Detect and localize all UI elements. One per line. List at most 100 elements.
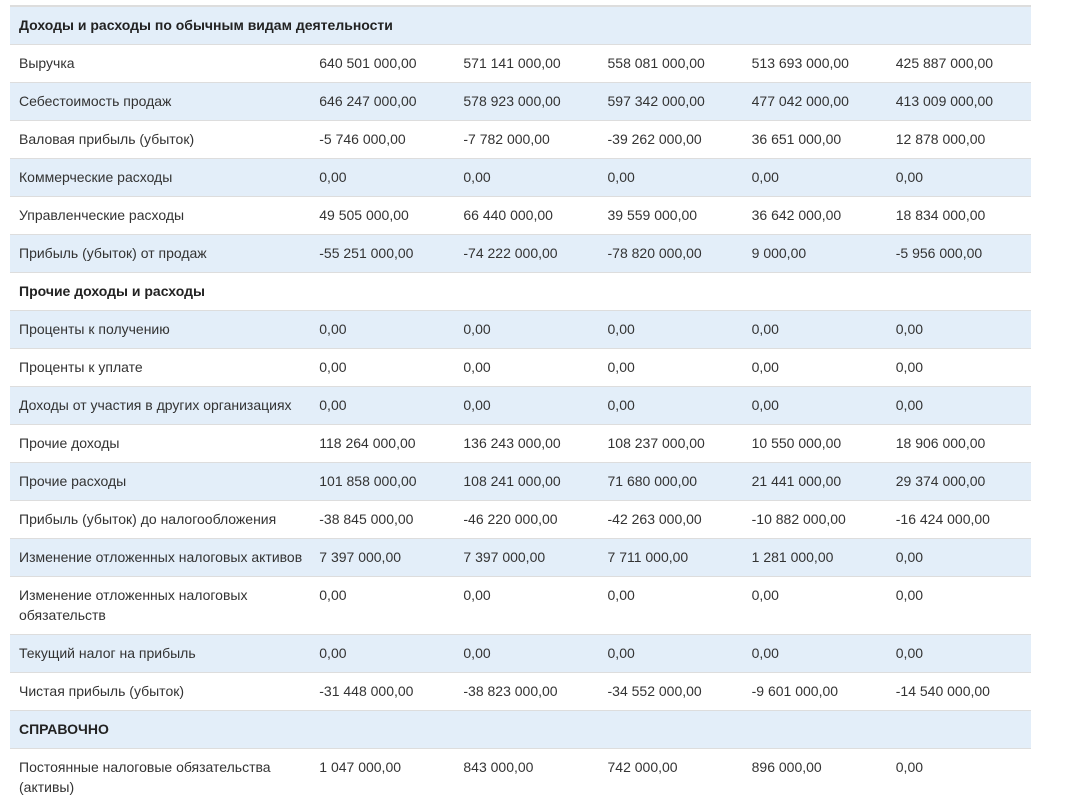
value-cell: -38 845 000,00 [310, 501, 454, 539]
row-label: Изменение отложенных налоговых обязатель… [10, 577, 310, 635]
value-cell: 558 081 000,00 [599, 45, 743, 83]
table-body: Доходы и расходы по обычным видам деятел… [10, 6, 1031, 806]
financial-results-table: Доходы и расходы по обычным видам деятел… [10, 5, 1031, 806]
value-cell: 0,00 [599, 159, 743, 197]
value-cell: 7 397 000,00 [454, 539, 598, 577]
value-cell: 0,00 [454, 311, 598, 349]
row-label: Выручка [10, 45, 310, 83]
section-header-row: СПРАВОЧНО [10, 711, 1031, 749]
section-title: СПРАВОЧНО [10, 711, 1031, 749]
row-label: Коммерческие расходы [10, 159, 310, 197]
value-cell: 10 550 000,00 [743, 425, 887, 463]
row-label: Постоянные налоговые обязательства (акти… [10, 749, 310, 806]
value-cell: 0,00 [887, 539, 1031, 577]
section-header-row: Доходы и расходы по обычным видам деятел… [10, 6, 1031, 45]
value-cell: -10 882 000,00 [743, 501, 887, 539]
table-row: Валовая прибыль (убыток)-5 746 000,00-7 … [10, 121, 1031, 159]
value-cell: 21 441 000,00 [743, 463, 887, 501]
value-cell: 0,00 [887, 387, 1031, 425]
table-row: Чистая прибыль (убыток)-31 448 000,00-38… [10, 673, 1031, 711]
value-cell: 101 858 000,00 [310, 463, 454, 501]
value-cell: 0,00 [743, 159, 887, 197]
value-cell: 49 505 000,00 [310, 197, 454, 235]
value-cell: 0,00 [743, 577, 887, 635]
value-cell: 108 237 000,00 [599, 425, 743, 463]
value-cell: 1 047 000,00 [310, 749, 454, 806]
table-row: Прибыль (убыток) от продаж-55 251 000,00… [10, 235, 1031, 273]
value-cell: 0,00 [599, 311, 743, 349]
value-cell: 0,00 [454, 349, 598, 387]
value-cell: 0,00 [887, 749, 1031, 806]
row-label: Прибыль (убыток) до налогообложения [10, 501, 310, 539]
value-cell: -9 601 000,00 [743, 673, 887, 711]
value-cell: 0,00 [887, 311, 1031, 349]
value-cell: 29 374 000,00 [887, 463, 1031, 501]
value-cell: 0,00 [599, 577, 743, 635]
value-cell: -74 222 000,00 [454, 235, 598, 273]
value-cell: 66 440 000,00 [454, 197, 598, 235]
value-cell: 0,00 [454, 159, 598, 197]
value-cell: 0,00 [454, 387, 598, 425]
value-cell: 477 042 000,00 [743, 83, 887, 121]
value-cell: -46 220 000,00 [454, 501, 598, 539]
value-cell: 646 247 000,00 [310, 83, 454, 121]
value-cell: 513 693 000,00 [743, 45, 887, 83]
value-cell: -14 540 000,00 [887, 673, 1031, 711]
value-cell: 597 342 000,00 [599, 83, 743, 121]
section-title: Доходы и расходы по обычным видам деятел… [10, 6, 1031, 45]
row-label: Себестоимость продаж [10, 83, 310, 121]
value-cell: 0,00 [743, 349, 887, 387]
value-cell: 0,00 [887, 635, 1031, 673]
value-cell: 0,00 [310, 159, 454, 197]
value-cell: 0,00 [887, 577, 1031, 635]
value-cell: 0,00 [743, 635, 887, 673]
value-cell: -5 956 000,00 [887, 235, 1031, 273]
row-label: Валовая прибыль (убыток) [10, 121, 310, 159]
value-cell: 7 397 000,00 [310, 539, 454, 577]
value-cell: 12 878 000,00 [887, 121, 1031, 159]
value-cell: 843 000,00 [454, 749, 598, 806]
value-cell: 108 241 000,00 [454, 463, 598, 501]
value-cell: 0,00 [599, 349, 743, 387]
value-cell: 71 680 000,00 [599, 463, 743, 501]
row-label: Проценты к получению [10, 311, 310, 349]
section-header-row: Прочие доходы и расходы [10, 273, 1031, 311]
section-title: Прочие доходы и расходы [10, 273, 1031, 311]
value-cell: -5 746 000,00 [310, 121, 454, 159]
value-cell: 1 281 000,00 [743, 539, 887, 577]
value-cell: -42 263 000,00 [599, 501, 743, 539]
table-row: Постоянные налоговые обязательства (акти… [10, 749, 1031, 806]
value-cell: 0,00 [310, 387, 454, 425]
value-cell: 571 141 000,00 [454, 45, 598, 83]
value-cell: 136 243 000,00 [454, 425, 598, 463]
value-cell: 896 000,00 [743, 749, 887, 806]
row-label: Управленческие расходы [10, 197, 310, 235]
value-cell: -55 251 000,00 [310, 235, 454, 273]
row-label: Доходы от участия в других организациях [10, 387, 310, 425]
value-cell: -16 424 000,00 [887, 501, 1031, 539]
value-cell: 18 834 000,00 [887, 197, 1031, 235]
row-label: Прочие доходы [10, 425, 310, 463]
table-row: Изменение отложенных налоговых обязатель… [10, 577, 1031, 635]
value-cell: 7 711 000,00 [599, 539, 743, 577]
value-cell: 36 642 000,00 [743, 197, 887, 235]
value-cell: 0,00 [887, 159, 1031, 197]
value-cell: 18 906 000,00 [887, 425, 1031, 463]
value-cell: 0,00 [310, 635, 454, 673]
value-cell: -34 552 000,00 [599, 673, 743, 711]
value-cell: 0,00 [743, 387, 887, 425]
value-cell: 0,00 [599, 635, 743, 673]
row-label: Прибыль (убыток) от продаж [10, 235, 310, 273]
value-cell: 742 000,00 [599, 749, 743, 806]
value-cell: 0,00 [310, 577, 454, 635]
